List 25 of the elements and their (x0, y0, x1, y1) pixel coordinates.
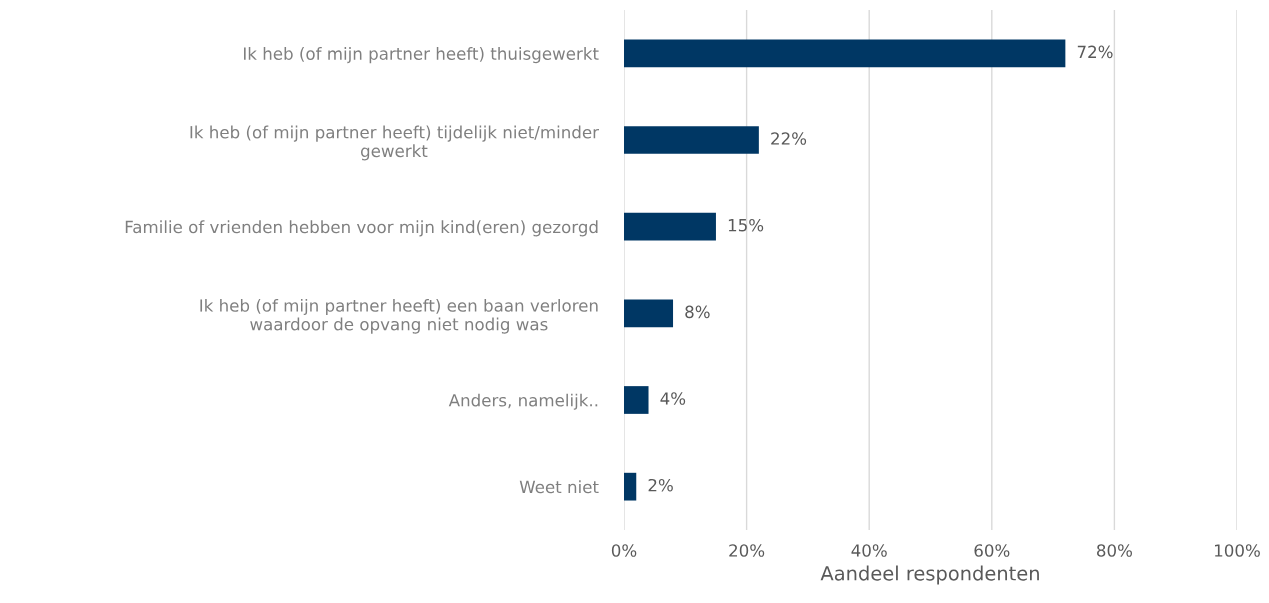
data-label: 72% (1077, 45, 1113, 59)
data-label: 22% (771, 132, 807, 145)
y-tick-label: Ik heb (of mijn partner heeft) thuisgewerkt (244, 47, 599, 64)
data-label: 15% (728, 218, 764, 232)
bar (624, 212, 716, 241)
x-tick-label: 20% (729, 544, 765, 557)
data-label: 2% (648, 478, 673, 492)
x-tick-label: 80% (1097, 544, 1132, 557)
data-label: 4% (660, 392, 686, 405)
y-tick-label: Ik heb (of mijn partner heeft) tijdelijk niet/minder gewerkt (190, 125, 600, 161)
y-tick-label: Familie of vrienden hebben voor mijn kind(eren) gezorgd (125, 220, 598, 237)
bar (624, 39, 1066, 68)
bar (624, 472, 637, 501)
bar (624, 299, 674, 328)
y-tick-label: Weet niet (519, 480, 599, 494)
x-tick-label: 40% (851, 544, 887, 557)
x-tick-label: 60% (974, 544, 1010, 557)
x-axis-title: Aandeel respondenten (820, 565, 1039, 585)
y-tick-label: Ik heb (of mijn partner heeft) een baan verloren waardoor de opvang niet nodig was (200, 298, 598, 334)
x-tick-label: 0% (611, 544, 637, 557)
bar (624, 126, 759, 154)
bar (624, 386, 649, 414)
y-tick-label: Anders, namelijk.. (448, 393, 598, 410)
x-tick-label: 100% (1215, 544, 1260, 557)
data-label: 8% (685, 305, 710, 319)
